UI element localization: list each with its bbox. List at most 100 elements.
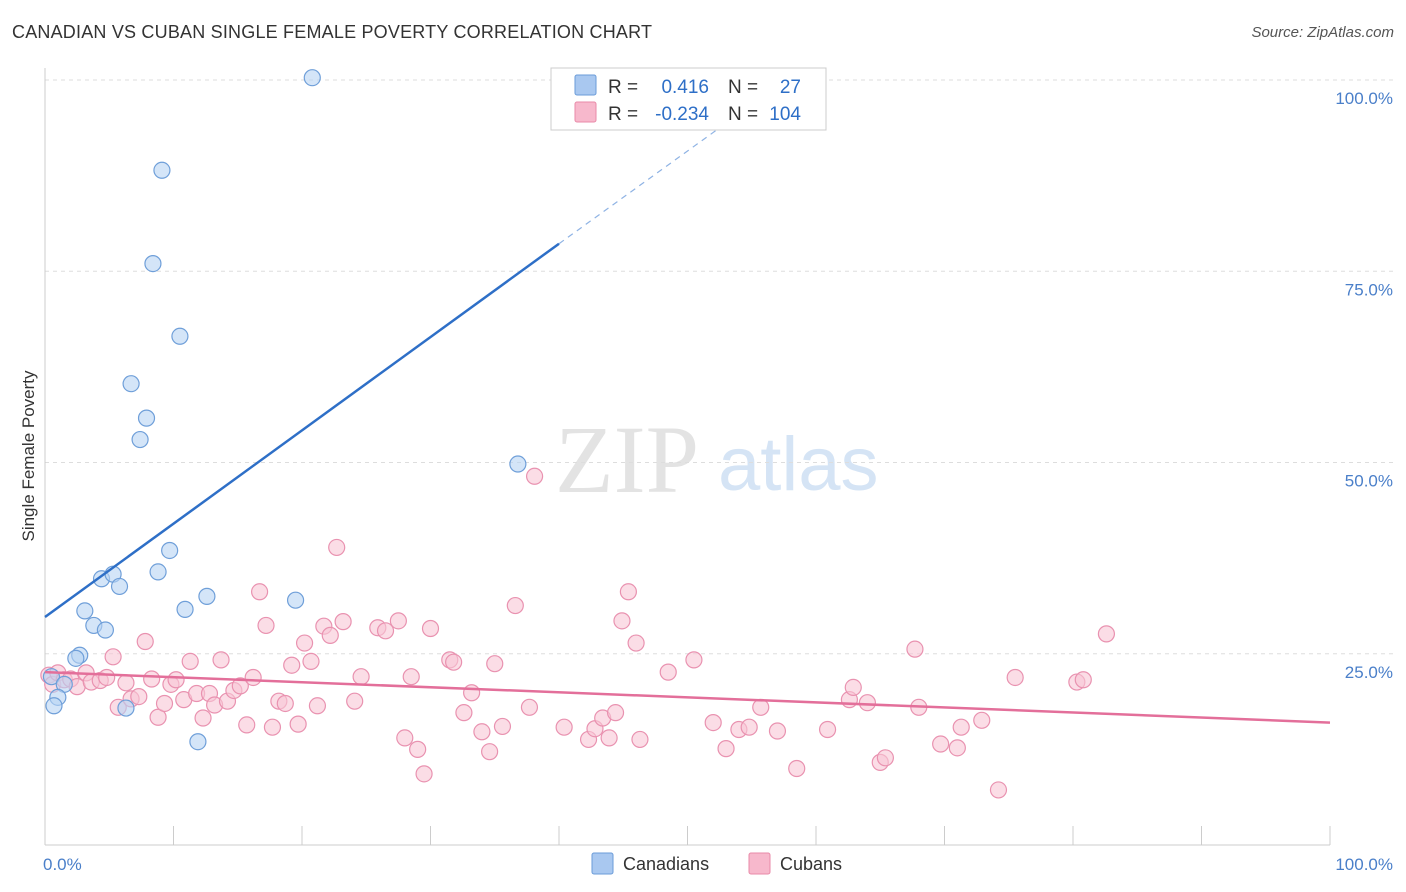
canadian-point-20 <box>67 649 85 667</box>
y-tick-label-100: 100.0% <box>1335 89 1393 108</box>
canadian-point-26 <box>189 733 207 751</box>
cuban-point-47 <box>346 692 364 710</box>
canadian-point-5 <box>137 409 156 427</box>
legend-box <box>550 67 827 131</box>
cuban-point-16 <box>143 670 161 688</box>
cuban-point-18 <box>155 694 174 713</box>
cuban-point-62 <box>481 743 499 761</box>
cuban-point-73 <box>606 704 625 722</box>
canadian-point-8 <box>161 541 179 560</box>
x-axis-ticks <box>44 826 1331 845</box>
cuban-trend-line <box>44 670 1331 724</box>
legend-n-value-cubans: 104 <box>769 104 801 125</box>
canadian-point-7 <box>509 455 527 473</box>
cuban-point-98 <box>973 711 991 729</box>
source-credit: Source: ZipAtlas.com <box>1251 24 1394 41</box>
canadian-point-0 <box>303 69 321 87</box>
canadian-point-12 <box>110 577 129 596</box>
cuban-point-59 <box>455 704 473 722</box>
canadian-point-6 <box>131 430 149 449</box>
y-tick-label-50: 50.0% <box>1345 472 1393 491</box>
bottom-legend-swatch-cubans <box>748 852 771 875</box>
cuban-point-52 <box>396 729 414 747</box>
cuban-point-42 <box>308 697 327 715</box>
cuban-point-86 <box>788 759 806 778</box>
bottom-legend-label-cubans: Cubans <box>780 854 842 874</box>
cuban-point-96 <box>948 739 966 757</box>
x-tick-label-min: 0.0% <box>43 855 82 874</box>
cuban-point-35 <box>263 718 282 736</box>
cuban-point-63 <box>486 655 504 673</box>
cuban-point-77 <box>631 730 649 749</box>
legend-swatch-canadians <box>574 74 597 96</box>
canadian-point-1 <box>153 161 171 179</box>
cuban-point-75 <box>619 583 637 601</box>
cuban-point-74 <box>613 612 631 630</box>
cuban-point-78 <box>659 663 677 681</box>
cuban-point-56 <box>421 619 440 638</box>
cuban-point-44 <box>321 626 339 644</box>
cuban-point-85 <box>768 722 787 740</box>
cuban-point-102 <box>1074 671 1092 689</box>
x-tick-label-max: 100.0% <box>1335 855 1393 874</box>
cuban-point-103 <box>1097 625 1116 643</box>
cuban-point-72 <box>600 729 618 747</box>
cuban-point-33 <box>250 583 269 601</box>
cuban-point-40 <box>295 634 314 652</box>
canadian-point-15 <box>76 602 94 620</box>
y-tick-label-25: 25.0% <box>1345 663 1393 682</box>
cuban-point-55 <box>415 765 433 783</box>
cuban-point-9 <box>98 668 116 687</box>
y-tick-labels: 25.0% 50.0% 75.0% 100.0% <box>1335 89 1393 682</box>
cuban-point-31 <box>238 716 256 734</box>
cuban-point-27 <box>212 651 230 669</box>
cuban-point-32 <box>244 668 262 687</box>
cuban-point-76 <box>627 634 645 652</box>
chart-title: CANADIAN VS CUBAN SINGLE FEMALE POVERTY … <box>12 22 653 42</box>
cuban-point-46 <box>334 613 352 631</box>
cuban-point-12 <box>117 674 135 692</box>
cuban-point-20 <box>167 671 185 689</box>
canadian-point-9 <box>149 563 167 581</box>
legend-n-value-canadians: 27 <box>780 77 801 98</box>
canadian-point-14 <box>286 591 305 609</box>
canadian-point-13 <box>198 587 216 605</box>
cuban-point-87 <box>818 720 837 739</box>
cuban-point-39 <box>289 715 307 733</box>
cuban-point-37 <box>276 694 294 713</box>
cuban-point-17 <box>149 708 167 726</box>
cuban-point-15 <box>136 632 154 651</box>
cuban-point-67 <box>525 467 544 485</box>
legend-r-value-canadians: 0.416 <box>661 77 709 98</box>
canadian-point-4 <box>122 375 140 393</box>
legend-swatch-cubans <box>574 101 597 123</box>
cuban-point-24 <box>194 709 212 727</box>
legend-n-label-canadians: N = <box>728 77 758 98</box>
cuban-point-93 <box>906 640 924 658</box>
cuban-point-61 <box>473 723 491 741</box>
cuban-point-66 <box>520 698 539 716</box>
canadian-points <box>42 69 527 751</box>
cuban-point-64 <box>493 717 512 736</box>
cuban-point-80 <box>704 713 722 732</box>
canadian-point-18 <box>96 621 114 639</box>
y-axis-title: Single Female Poverty <box>19 370 38 542</box>
legend-r-label-canadians: R = <box>608 77 638 98</box>
watermark-zip: ZIP <box>555 406 699 513</box>
cuban-point-89 <box>844 678 862 697</box>
cuban-point-41 <box>302 652 320 671</box>
cuban-point-48 <box>352 668 370 686</box>
cuban-point-22 <box>181 652 199 671</box>
cuban-point-45 <box>328 538 346 557</box>
canadian-point-25 <box>117 699 135 717</box>
cuban-point-51 <box>389 612 407 630</box>
legend-r-value-cubans: -0.234 <box>655 104 709 125</box>
cuban-point-10 <box>104 648 122 666</box>
cuban-point-68 <box>555 718 573 736</box>
cuban-point-99 <box>989 781 1008 799</box>
cuban-point-65 <box>506 596 524 615</box>
cuban-point-50 <box>376 622 395 640</box>
canadian-point-24 <box>45 697 63 715</box>
cuban-point-54 <box>409 740 427 758</box>
cuban-point-100 <box>1006 668 1024 687</box>
